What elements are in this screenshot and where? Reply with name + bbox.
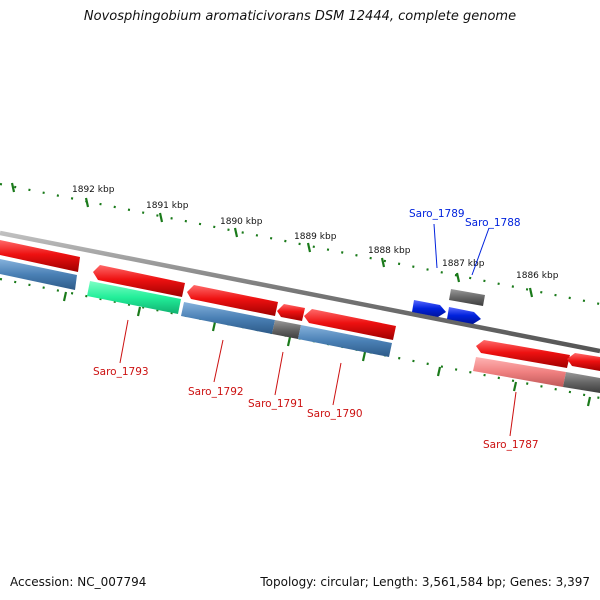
gene-red-7[interactable] — [567, 353, 600, 371]
gene-red-4[interactable] — [277, 304, 305, 321]
leader-saro-1791 — [274, 351, 284, 396]
gene-label-saro-1793[interactable]: Saro_1793 — [93, 366, 149, 378]
gene-grey-forward[interactable] — [449, 289, 485, 306]
scale-major-ticks-upper — [10, 182, 534, 298]
gene-saro-1790-body[interactable] — [298, 325, 392, 357]
accession-text: Accession: NC_007794 — [10, 575, 147, 589]
scale-label-1886: 1886 kbp — [516, 271, 559, 281]
genome-title: Novosphingobium aromaticivorans DSM 1244… — [83, 9, 517, 24]
gene-label-saro-1788[interactable]: Saro_1788 — [465, 217, 521, 229]
scale-label-1889: 1889 kbp — [294, 232, 337, 242]
gene-label-saro-1792[interactable]: Saro_1792 — [188, 386, 244, 398]
scale-label-1888: 1888 kbp — [368, 246, 411, 256]
gene-blue-1[interactable] — [0, 259, 77, 290]
gene-saro-1788[interactable] — [447, 307, 481, 324]
scale-label-1891: 1891 kbp — [146, 201, 189, 211]
gene-red-1[interactable] — [0, 240, 80, 272]
gene-saro-1793-body[interactable] — [87, 281, 181, 314]
gene-grey-reverse-right[interactable] — [563, 372, 600, 393]
gene-red-3[interactable] — [187, 285, 278, 316]
gene-label-saro-1787[interactable]: Saro_1787 — [483, 439, 539, 451]
scale-label-1890: 1890 kbp — [220, 217, 263, 227]
gene-saro-1789[interactable] — [412, 300, 446, 317]
scale-label-1892: 1892 kbp — [72, 185, 115, 195]
leader-saro-1790 — [332, 362, 342, 406]
scale-major-ticks-lower — [62, 291, 592, 407]
gene-red-5[interactable] — [304, 309, 396, 340]
gene-label-saro-1790[interactable]: Saro_1790 — [307, 408, 363, 420]
gene-red-2[interactable] — [93, 265, 185, 297]
gene-saro-1792-body[interactable] — [181, 302, 275, 334]
genome-backbone — [0, 230, 600, 354]
leader-saro-1793 — [119, 319, 129, 364]
gene-label-saro-1789[interactable]: Saro_1789 — [409, 208, 465, 220]
gene-red-6[interactable] — [476, 340, 570, 368]
gene-label-saro-1791[interactable]: Saro_1791 — [248, 398, 304, 410]
leader-saro-1792 — [213, 339, 224, 383]
topology-text: Topology: circular; Length: 3,561,584 bp… — [260, 575, 590, 589]
leader-saro-1788 — [471, 227, 490, 276]
leader-saro-1789 — [433, 223, 438, 269]
gene-saro-1791-body[interactable] — [272, 320, 301, 339]
scale-label-1887: 1887 kbp — [442, 259, 485, 269]
gene-saro-1787-body[interactable] — [473, 357, 566, 387]
scale-track-upper — [0, 182, 600, 306]
leader-saro-1787 — [509, 391, 517, 437]
